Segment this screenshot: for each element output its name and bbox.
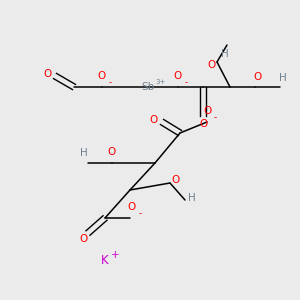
Text: -: - (184, 79, 188, 88)
Text: -: - (108, 79, 112, 88)
Text: O: O (174, 71, 182, 81)
Text: K: K (101, 254, 109, 266)
Text: Sb: Sb (141, 82, 154, 92)
Text: O: O (150, 115, 158, 125)
Text: O: O (128, 202, 136, 212)
Text: O: O (98, 71, 106, 81)
Text: -: - (138, 209, 142, 218)
Text: O: O (208, 60, 216, 70)
Text: 3+: 3+ (156, 79, 166, 85)
Text: O: O (108, 147, 116, 157)
Text: H: H (80, 148, 88, 158)
Text: H: H (188, 193, 196, 203)
Text: O: O (199, 119, 207, 129)
Text: -: - (213, 113, 217, 122)
Text: O: O (253, 72, 261, 82)
Text: O: O (44, 69, 52, 79)
Text: H: H (279, 73, 287, 83)
Text: H: H (221, 49, 229, 59)
Text: O: O (80, 234, 88, 244)
Text: O: O (171, 175, 179, 185)
Text: O: O (203, 106, 211, 116)
Text: +: + (111, 250, 119, 260)
